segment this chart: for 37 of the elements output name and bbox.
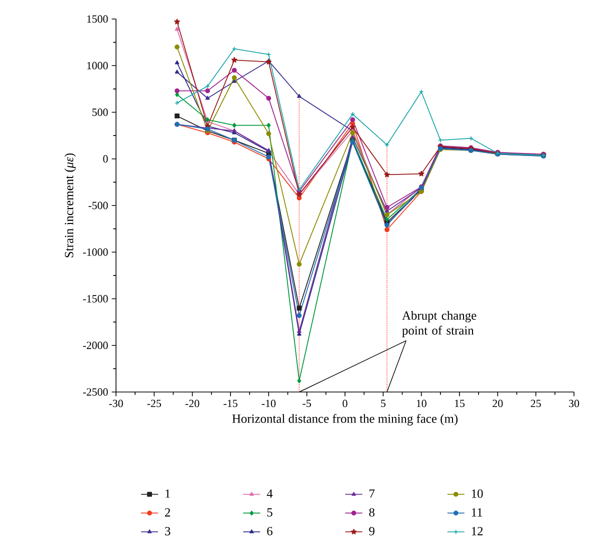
x-tick-label: 5 (381, 400, 386, 408)
y-tick-label: 1000 (87, 62, 108, 70)
legend-label: 7 (370, 490, 375, 498)
y-tick-label: 500 (92, 108, 108, 116)
x-tick-label: 30 (569, 400, 580, 408)
legend-label: 1 (166, 489, 170, 498)
x-tick-label: 15 (454, 400, 465, 408)
legend-label: 3 (165, 526, 170, 536)
legend-label: 4 (266, 489, 273, 498)
legend-label: 11 (472, 508, 482, 516)
y-tick-label: 1500 (87, 15, 108, 23)
legend-label: 12 (472, 526, 483, 536)
legend-label: 8 (369, 508, 374, 517)
x-tick-label: -15 (224, 400, 238, 408)
x-tick-label: 20 (492, 400, 503, 408)
x-tick-label: -25 (147, 400, 162, 408)
x-axis-title: Horizontal distance from the mining face (m) (232, 414, 458, 426)
legend-label: 6 (267, 526, 272, 536)
x-tick-label: 25 (530, 400, 541, 408)
x-tick-label: -5 (302, 400, 311, 408)
legend-label: 10 (472, 489, 483, 498)
x-tick-label: -10 (262, 400, 276, 408)
y-tick-label: -2000 (83, 342, 108, 350)
legend-label: 9 (369, 526, 374, 536)
legend-label: 5 (267, 508, 272, 517)
y-axis-title: Strain increment (με) (64, 153, 76, 258)
x-tick-label: -30 (109, 400, 123, 408)
legend-label: 2 (165, 508, 170, 516)
x-tick-label: 10 (416, 400, 426, 408)
x-tick-label: -20 (185, 400, 200, 408)
x-tick-label: 0 (342, 400, 348, 408)
y-tick-label: -1500 (83, 295, 108, 302)
y-tick-label: -2500 (83, 388, 108, 396)
y-tick-label: -500 (88, 202, 108, 210)
annotation: Abrupt change point of strain (402, 310, 476, 338)
y-tick-label: 0 (103, 155, 108, 163)
y-tick-label: -1000 (83, 248, 108, 256)
